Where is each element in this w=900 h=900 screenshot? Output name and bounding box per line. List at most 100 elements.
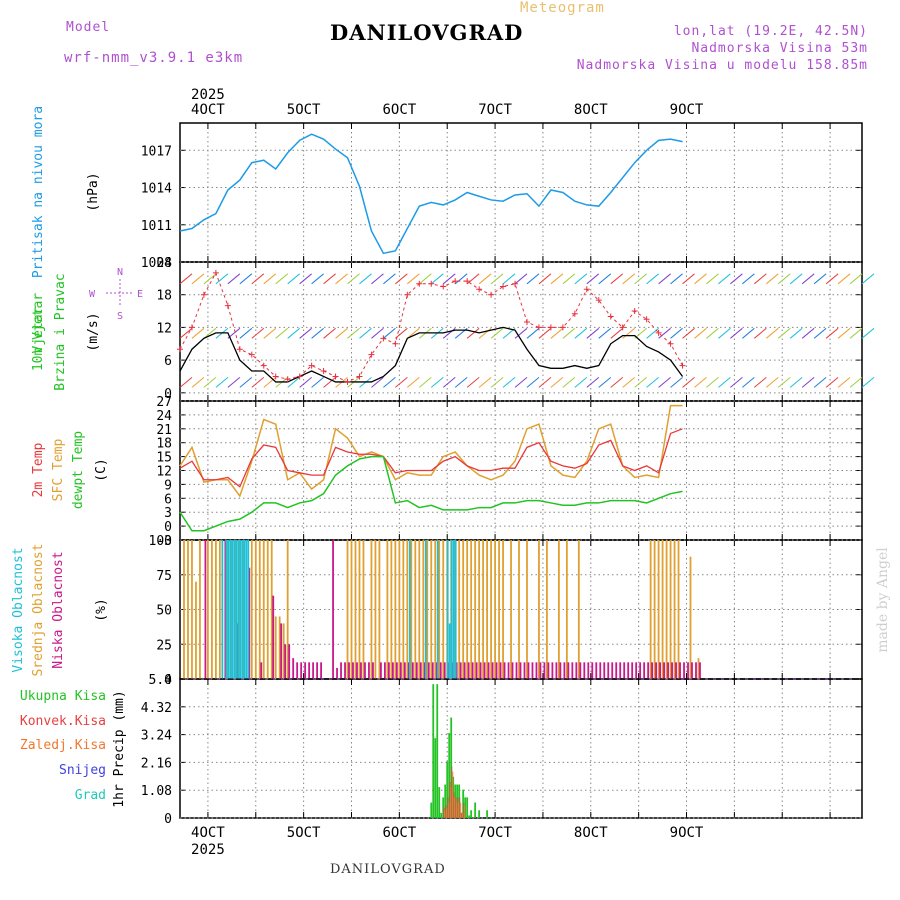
gust-mark [344, 378, 351, 385]
year-label-bottom: 2025 [191, 842, 225, 858]
panel-frame [179, 539, 863, 680]
wind-barb [825, 273, 839, 285]
wind-barb [299, 376, 312, 388]
precip-bar [470, 810, 473, 818]
wind-barb [574, 376, 588, 388]
wind-barb [789, 376, 803, 388]
y-tick-label: 0 [164, 520, 172, 535]
wind-barb [813, 273, 827, 285]
precip-bar [444, 784, 447, 818]
wind-barb [311, 273, 324, 285]
legend-mid-cloud: Srednja Oblacnost [31, 543, 46, 676]
wind-barb [263, 376, 277, 388]
wind-barb [466, 327, 480, 339]
wind-barb [430, 273, 444, 285]
wind-barb [275, 273, 289, 285]
gust-mark [452, 278, 459, 285]
wind-barb [706, 273, 719, 285]
wind-barb [311, 327, 324, 339]
gust-mark [500, 283, 507, 290]
wind-barb [263, 327, 277, 339]
wind-barb [789, 327, 803, 339]
precip-bar [456, 784, 459, 818]
gust-mark [212, 269, 219, 276]
x-tick-label-bottom: 6OCT [382, 825, 416, 841]
wind-barb [251, 376, 265, 388]
precip-bar [450, 787, 452, 818]
wind-barb [514, 327, 528, 339]
wind-barb [730, 327, 743, 339]
wind-barb [622, 376, 636, 388]
wind-barb [694, 273, 707, 285]
wind-barb [562, 273, 576, 285]
y-tick-label: 1011 [141, 219, 172, 234]
pressure-line [179, 133, 683, 255]
wind-barb [251, 327, 265, 339]
year-label-top: 2025 [191, 87, 225, 103]
precip-bar [462, 812, 464, 818]
gust-mark [332, 373, 339, 380]
wind-barb [215, 273, 229, 285]
legend-2m-temp: 2m Temp [31, 442, 46, 497]
gust-mark [284, 376, 291, 383]
wind-barb [383, 273, 396, 285]
gust-mark [547, 324, 554, 331]
wind-barb [371, 376, 384, 388]
wind-barb [490, 327, 504, 339]
wind-barb [550, 273, 564, 285]
wind-barb [658, 327, 671, 339]
x-tick-label-bottom: 4OCT [191, 825, 225, 841]
y-tick-label: 6 [164, 492, 172, 507]
gust-mark [296, 373, 303, 380]
wind-barb [526, 376, 540, 388]
ylabel-precip: 1hr Precip (mm) [112, 690, 127, 807]
footer-title: DANILOVGRAD [330, 862, 446, 877]
wind-barb [430, 376, 444, 388]
wind-barb [694, 327, 707, 339]
y-tick-label: 24 [156, 256, 172, 271]
gust-mark [320, 368, 327, 375]
gust-mark [559, 324, 566, 331]
precip-bar [451, 766, 453, 818]
gust-mark [248, 351, 255, 358]
wind-barb [191, 273, 205, 285]
precip-bar [452, 771, 454, 818]
gust-mark [177, 346, 183, 353]
wind-barb [359, 327, 372, 339]
x-tick-label-top: 7OCT [478, 102, 512, 118]
wind-barb [299, 327, 312, 339]
wind-barb [227, 376, 241, 388]
wind-barb [335, 273, 348, 285]
precip-bar [440, 812, 443, 818]
panel-title-pressure: Pritisak na nivou mora [31, 106, 46, 278]
meteogram-label: Meteogram [520, 0, 605, 16]
wind-barb [347, 327, 360, 339]
wind-barb [383, 327, 396, 339]
precip-bar [456, 802, 458, 818]
wind-barb [682, 273, 695, 285]
gust-mark [380, 335, 387, 342]
precip-bar [463, 802, 465, 818]
y-tick-label: 2.16 [141, 756, 172, 771]
wind-barb [861, 327, 875, 339]
wind-barb [538, 327, 552, 339]
wind-barb [586, 273, 600, 285]
wind-barb [562, 327, 576, 339]
gust-mark [188, 324, 195, 331]
ylabel-temp: (C) [94, 458, 109, 481]
wind-barb [801, 273, 815, 285]
wind-barb [598, 327, 612, 339]
wind-barb [765, 376, 779, 388]
wind-barb [203, 327, 217, 339]
panel-title-wind-b: Brzina i Pravac [53, 273, 68, 390]
y-tick-label: 25 [156, 638, 172, 653]
compass-cross [106, 279, 134, 307]
wind-barb [371, 273, 384, 285]
wind-barb [742, 327, 755, 339]
y-tick-label: 18 [156, 289, 172, 304]
precip-bar [434, 738, 437, 818]
y-tick-label: 24 [156, 409, 172, 424]
precip-bar [464, 805, 466, 818]
wind-barb [586, 376, 600, 388]
